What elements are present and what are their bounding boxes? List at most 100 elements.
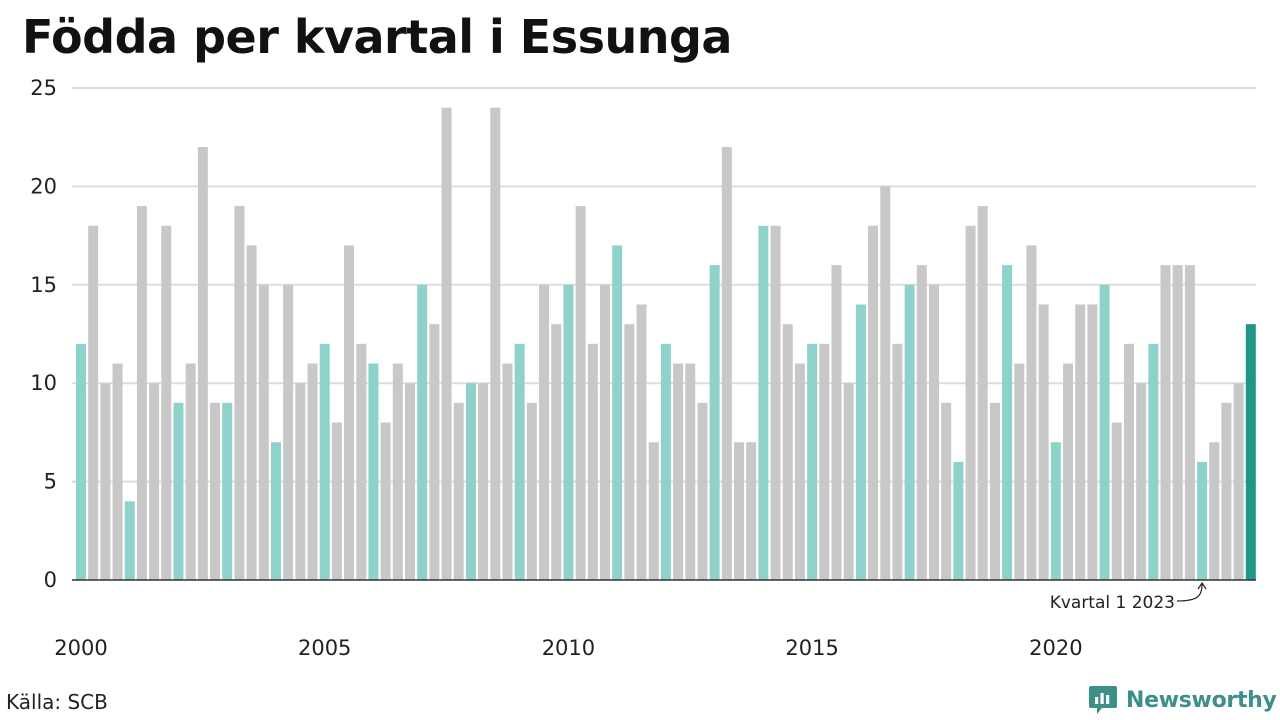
bar bbox=[283, 284, 294, 580]
chart-title: Födda per kvartal i Essunga bbox=[22, 10, 732, 64]
source-label: Källa: SCB bbox=[6, 690, 108, 714]
bar bbox=[892, 343, 903, 580]
bar bbox=[368, 363, 379, 580]
x-tick-label: 2000 bbox=[54, 636, 107, 660]
bar bbox=[880, 186, 891, 580]
annotation-arrow bbox=[1176, 581, 1207, 602]
bar bbox=[928, 284, 939, 580]
bar bbox=[1050, 442, 1061, 580]
bar bbox=[612, 245, 623, 580]
bar bbox=[100, 383, 111, 580]
bar bbox=[514, 343, 525, 580]
bar bbox=[88, 225, 99, 580]
bar bbox=[1063, 363, 1074, 580]
bar bbox=[392, 363, 403, 580]
bar bbox=[673, 363, 684, 580]
bar bbox=[185, 363, 196, 580]
bar bbox=[258, 284, 269, 580]
bar bbox=[344, 245, 355, 580]
bar bbox=[405, 383, 415, 580]
bar bbox=[1197, 461, 1208, 580]
bar bbox=[599, 284, 610, 580]
bar bbox=[648, 442, 659, 580]
bar bbox=[112, 363, 123, 580]
bar bbox=[587, 343, 598, 580]
bar bbox=[904, 284, 915, 580]
bar bbox=[478, 383, 489, 580]
bar bbox=[1038, 304, 1049, 580]
bar bbox=[563, 284, 574, 580]
bar bbox=[1148, 343, 1159, 580]
annotation: Kvartal 1 2023 bbox=[1050, 581, 1207, 613]
bar bbox=[1075, 304, 1086, 580]
bar bbox=[1221, 402, 1232, 580]
bar bbox=[197, 147, 208, 581]
bar bbox=[356, 343, 367, 580]
bar bbox=[441, 107, 452, 581]
bar bbox=[76, 343, 86, 580]
bar bbox=[636, 304, 647, 580]
bar bbox=[1026, 245, 1037, 580]
bar bbox=[222, 402, 233, 580]
bar bbox=[417, 284, 428, 580]
bar bbox=[977, 206, 988, 580]
bar bbox=[1111, 422, 1122, 580]
bar bbox=[380, 422, 391, 580]
x-tick-label: 2005 bbox=[298, 636, 351, 660]
bar bbox=[819, 343, 830, 580]
bar bbox=[161, 225, 172, 580]
bar bbox=[916, 265, 927, 580]
bar bbox=[794, 363, 805, 580]
x-tick-label: 2015 bbox=[785, 636, 838, 660]
bar bbox=[953, 461, 964, 580]
bar bbox=[429, 324, 440, 580]
brand-logo: Newsworthy bbox=[1088, 684, 1277, 716]
bar bbox=[734, 442, 745, 580]
y-tick-label: 5 bbox=[44, 470, 57, 494]
bar bbox=[270, 442, 281, 580]
y-tick-label: 20 bbox=[30, 174, 57, 198]
bar bbox=[246, 245, 257, 580]
bar bbox=[1123, 343, 1134, 580]
bar bbox=[331, 422, 342, 580]
bar bbox=[746, 442, 757, 580]
x-tick-label: 2020 bbox=[1029, 636, 1082, 660]
x-tick-label: 2010 bbox=[542, 636, 595, 660]
bar bbox=[1087, 304, 1098, 580]
y-tick-label: 15 bbox=[30, 273, 57, 297]
newsworthy-logo-icon bbox=[1089, 686, 1117, 714]
bar bbox=[453, 402, 464, 580]
bar bbox=[843, 383, 854, 580]
bar bbox=[551, 324, 562, 580]
bar bbox=[575, 206, 586, 580]
bar bbox=[1014, 363, 1025, 580]
bar bbox=[210, 402, 221, 580]
bar bbox=[295, 383, 306, 580]
y-tick-label: 10 bbox=[30, 371, 57, 395]
bar bbox=[965, 225, 976, 580]
bar bbox=[502, 363, 513, 580]
bar bbox=[1233, 383, 1244, 580]
bar bbox=[868, 225, 879, 580]
y-tick-label: 25 bbox=[30, 76, 57, 100]
bar bbox=[758, 225, 769, 580]
bar bbox=[1245, 324, 1256, 580]
bar bbox=[526, 402, 537, 580]
bar bbox=[539, 284, 550, 580]
bar bbox=[1184, 265, 1195, 580]
bar bbox=[173, 402, 184, 580]
bar bbox=[1172, 265, 1183, 580]
bar bbox=[307, 363, 318, 580]
bar bbox=[465, 383, 476, 580]
bar bbox=[709, 265, 720, 580]
bar bbox=[234, 206, 245, 580]
bar bbox=[319, 343, 330, 580]
bar bbox=[721, 147, 732, 581]
bar bbox=[1099, 284, 1110, 580]
annotation-label: Kvartal 1 2023 bbox=[1050, 593, 1175, 613]
bar bbox=[782, 324, 793, 580]
bar bbox=[149, 383, 160, 580]
bar bbox=[989, 402, 1000, 580]
bar bbox=[855, 304, 866, 580]
